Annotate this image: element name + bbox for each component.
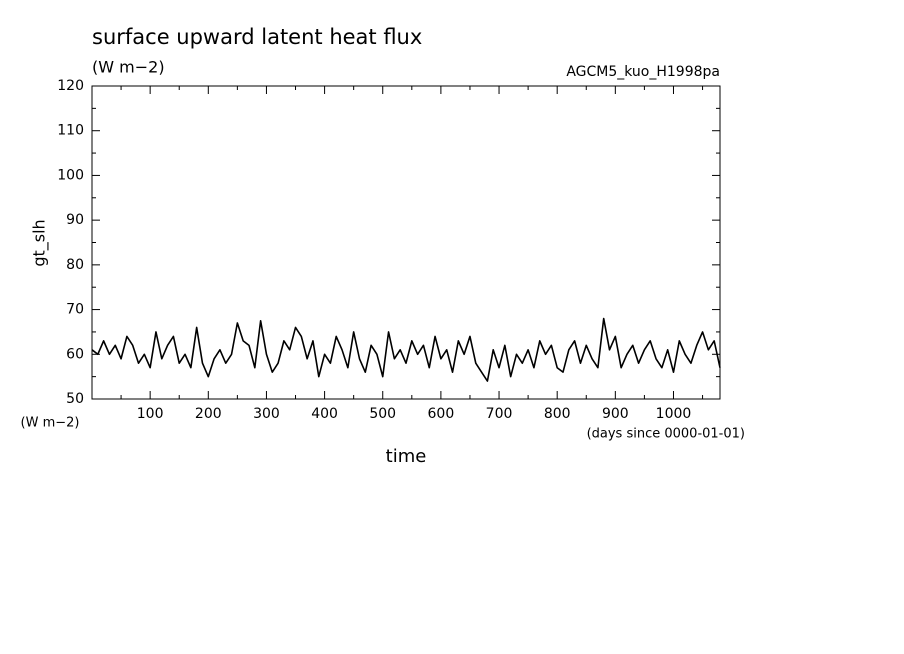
y-tick-label: 90 xyxy=(66,212,84,228)
line-series xyxy=(91,317,721,382)
x-tick-label: 300 xyxy=(253,406,280,422)
y-tick-label: 50 xyxy=(66,391,84,407)
y-tick-label: 60 xyxy=(66,346,84,362)
annotation: AGCM5_kuo_H1998pa xyxy=(566,64,720,80)
x-axis-label: time xyxy=(386,446,427,467)
y-tick-label: 80 xyxy=(66,257,84,273)
y-tick-label: 110 xyxy=(57,123,84,139)
x-unit: (days since 0000-01-01) xyxy=(587,427,745,442)
plot-frame xyxy=(91,85,721,400)
y-tick-label: 70 xyxy=(66,302,84,318)
x-tick-label: 600 xyxy=(428,406,455,422)
x-tick-label: 400 xyxy=(311,406,338,422)
x-tick-label: 200 xyxy=(195,406,222,422)
x-tick-label: 700 xyxy=(486,406,513,422)
y-tick-label: 100 xyxy=(57,167,84,183)
x-tick-label: 500 xyxy=(369,406,396,422)
x-tick-label: 1000 xyxy=(656,406,692,422)
y-axis-label: gt_slh xyxy=(30,219,50,266)
y-tick-label: 120 xyxy=(57,78,84,94)
subtitle: (W m−2) xyxy=(92,58,165,77)
chart-title: surface upward latent heat flux xyxy=(92,25,422,49)
y-unit: (W m−2) xyxy=(21,416,80,431)
x-tick-label: 800 xyxy=(544,406,571,422)
x-tick-label: 900 xyxy=(602,406,629,422)
x-tick-label: 100 xyxy=(137,406,164,422)
